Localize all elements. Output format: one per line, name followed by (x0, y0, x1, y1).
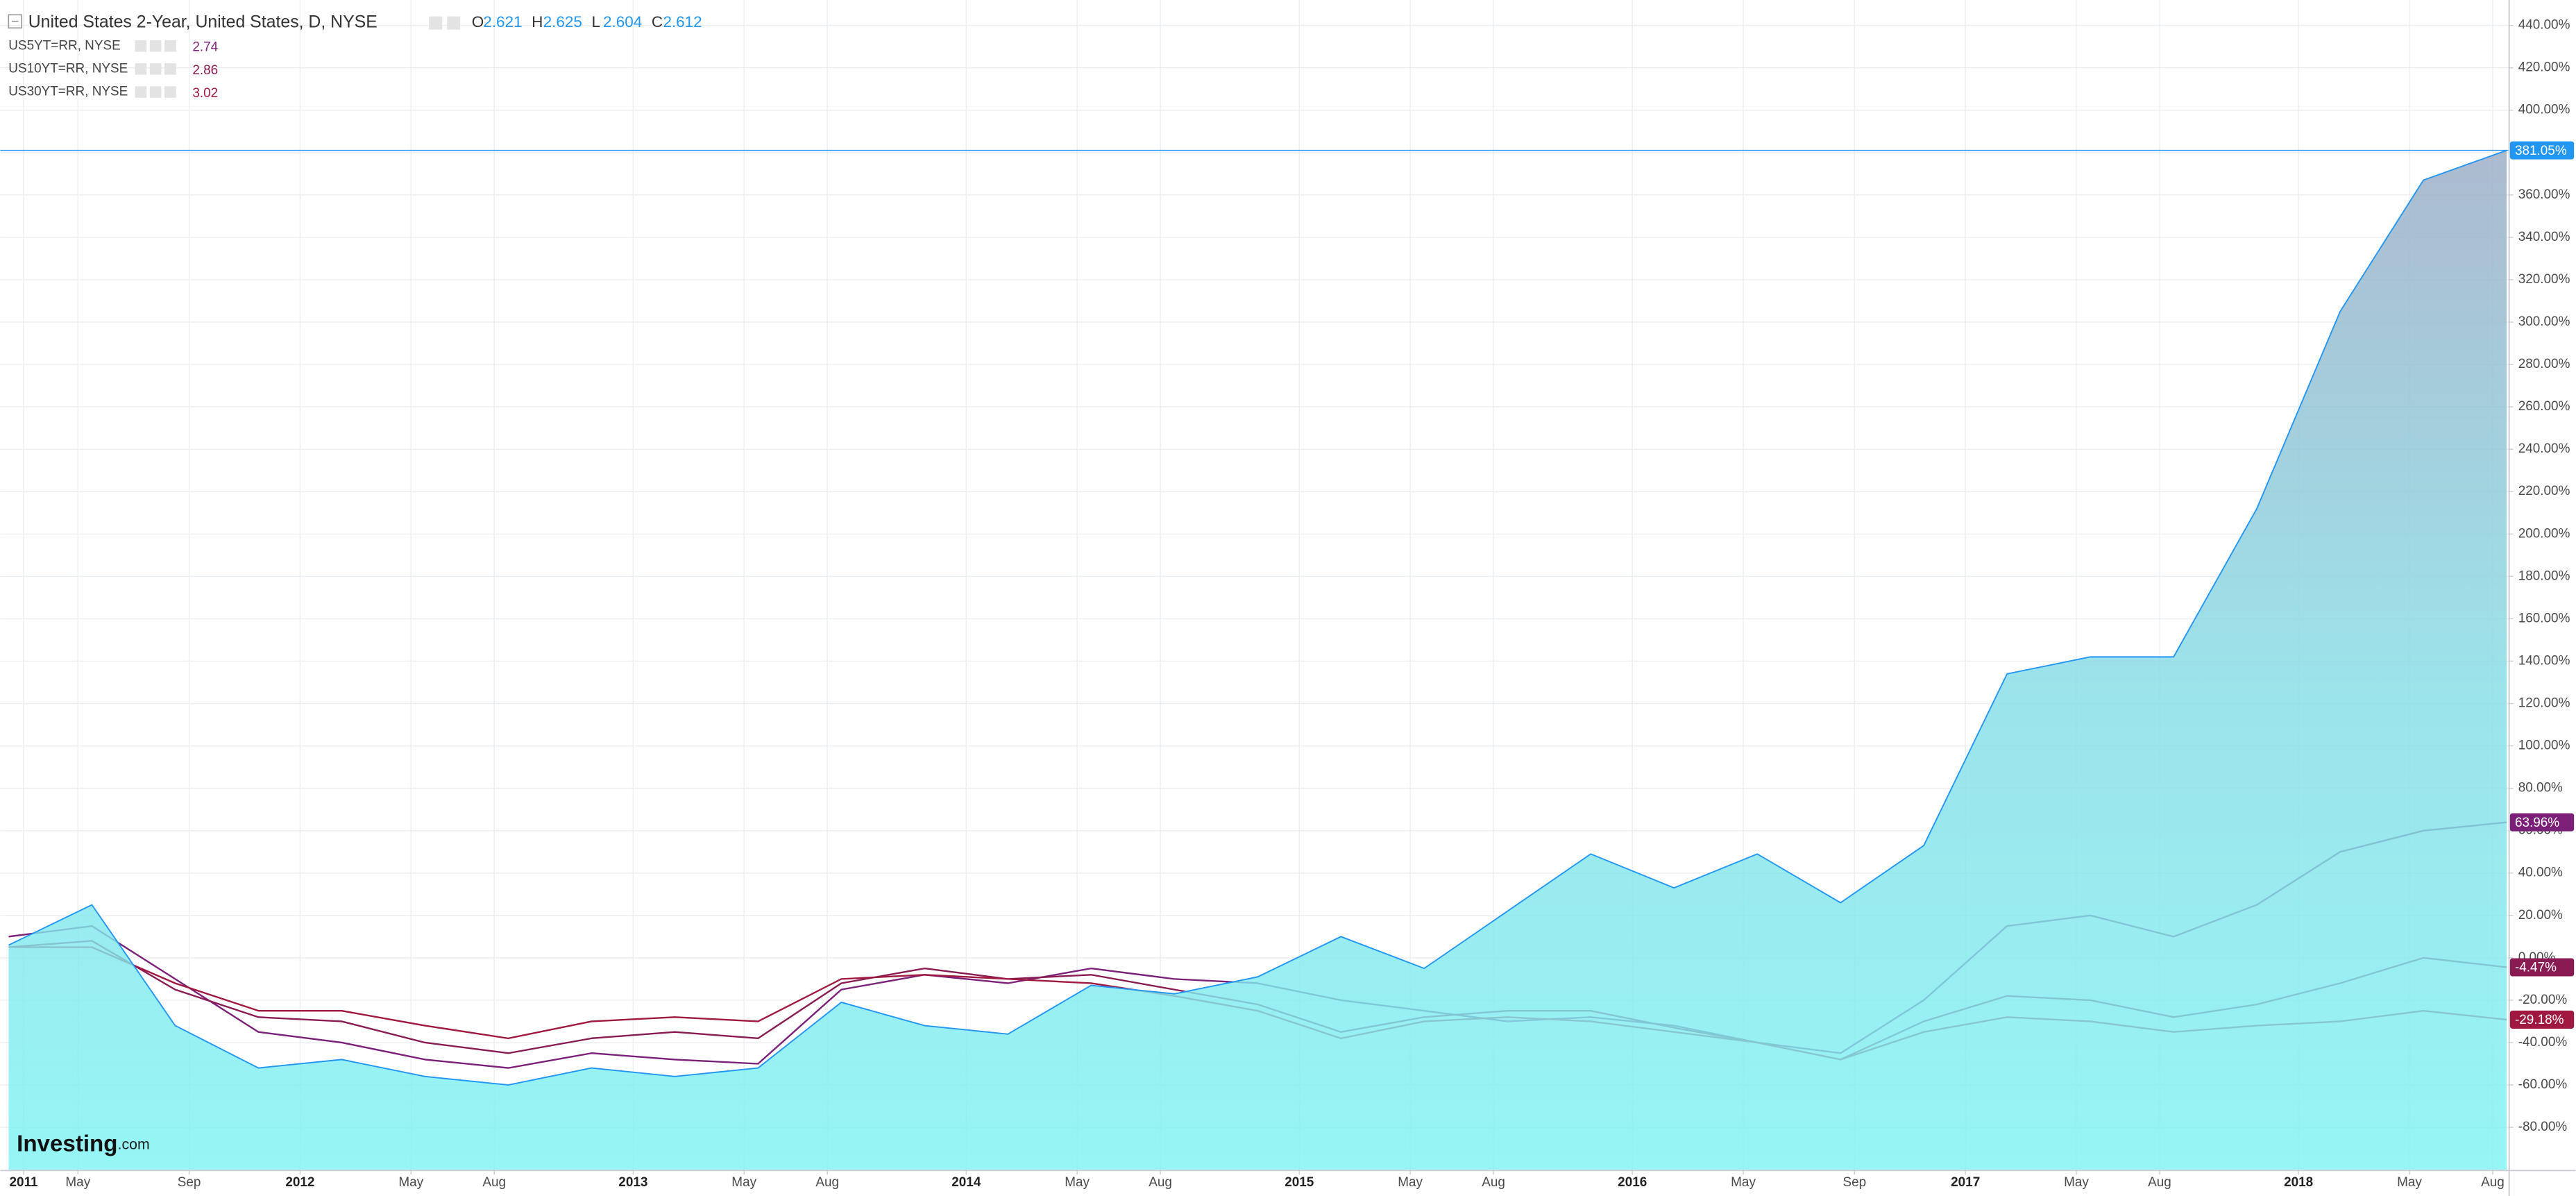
comparison-icon (149, 40, 162, 52)
x-tick-label: May (1398, 1175, 1423, 1190)
x-tick-label: Aug (2481, 1175, 2505, 1190)
y-tick-label: 80.00% (2518, 781, 2563, 795)
comparison-quote: 3.02 (192, 86, 218, 101)
value-label: -4.47% (2515, 961, 2557, 975)
series-area (8, 150, 2507, 1170)
x-tick-label: May (1065, 1175, 1090, 1190)
y-tick-label: 240.00% (2518, 441, 2570, 456)
y-tick-label: 280.00% (2518, 357, 2570, 371)
comparison-icon[interactable] (164, 63, 176, 75)
y-tick-label: -20.00% (2518, 993, 2568, 1007)
watermark-domain: .com (118, 1136, 150, 1152)
comparison-icon (135, 86, 147, 98)
x-tick-label: 2013 (618, 1175, 647, 1190)
x-tick-label: Aug (1482, 1175, 1505, 1190)
watermark-brand: Investing (17, 1131, 117, 1156)
comparison-icon[interactable] (164, 40, 176, 52)
main-series-name: United States 2-Year, United States, D, … (28, 13, 378, 32)
hide-icon[interactable] (447, 16, 461, 30)
value-label: 381.05% (2515, 144, 2567, 158)
x-tick-label: Aug (2148, 1175, 2171, 1190)
comparison-name: US10YT=RR, NYSE (8, 61, 128, 76)
y-tick-label: 100.00% (2518, 739, 2570, 753)
x-tick-label: 2016 (1618, 1175, 1647, 1190)
x-tick-label: May (2064, 1175, 2089, 1190)
x-tick-label: May (1731, 1175, 1756, 1190)
comparison-icon (149, 86, 162, 98)
y-tick-label: 120.00% (2518, 696, 2570, 711)
x-tick-label: 2018 (2284, 1175, 2313, 1190)
x-tick-label: May (2397, 1175, 2422, 1190)
value-label: -29.18% (2515, 1013, 2564, 1027)
collapse-icon[interactable] (8, 14, 23, 29)
x-tick-label: 2011 (10, 1175, 38, 1190)
x-tick-label: Aug (482, 1175, 506, 1190)
y-tick-label: 300.00% (2518, 314, 2570, 329)
y-tick-label: -60.00% (2518, 1077, 2568, 1092)
y-tick-label: -80.00% (2518, 1120, 2568, 1134)
x-tick-label: Sep (1843, 1175, 1867, 1190)
comparison-quote: 2.86 (192, 63, 218, 78)
comparison-legend: US5YT=RR, NYSE 2.74 US10YT=RR, NYSE 2.86 US3… (8, 38, 218, 101)
ohlc-label: O (472, 13, 484, 31)
ohlc: O 2.621 H 2.625 L 2.604 C 2.612 (472, 13, 702, 31)
y-tick-label: 360.00% (2518, 187, 2570, 202)
value-tag (2509, 958, 2575, 977)
y-tick-label: 260.00% (2518, 399, 2570, 414)
x-tick-label: Sep (178, 1175, 201, 1190)
x-tick-label: Aug (1149, 1175, 1172, 1190)
comparison-icon (135, 40, 147, 52)
y-tick-label: 180.00% (2518, 568, 2570, 583)
x-tick-label: 2014 (951, 1175, 981, 1190)
y-tick-label: 340.00% (2518, 230, 2570, 244)
comparison-icon (135, 63, 147, 75)
y-tick-label: 320.00% (2518, 272, 2570, 287)
y-tick-label: 400.00% (2518, 103, 2570, 117)
x-tick-label: Aug (815, 1175, 839, 1190)
x-tick-label: May (65, 1175, 90, 1190)
ohlc-label: L (591, 13, 600, 31)
y-tick-label: 440.00% (2518, 18, 2570, 33)
series-area-line (8, 149, 2507, 1086)
ohlc-value: 2.604 (603, 13, 642, 31)
x-tick-label: 2012 (285, 1175, 314, 1190)
x-tick-label: 2017 (1951, 1175, 1980, 1190)
x-tick-label: 2015 (1285, 1175, 1314, 1190)
y-tick-label: 220.00% (2518, 484, 2570, 498)
ohlc-label: C (652, 13, 663, 31)
comparison-icon[interactable] (164, 86, 176, 98)
ohlc-value: 2.625 (543, 13, 582, 31)
y-tick-label: 20.00% (2518, 908, 2563, 923)
value-tag (2509, 1010, 2575, 1029)
value-tag (2509, 813, 2575, 832)
value-label: 63.96% (2515, 816, 2559, 830)
y-tick-label: 140.00% (2518, 653, 2570, 668)
comparison-name: US5YT=RR, NYSE (8, 38, 120, 53)
settings-icon[interactable] (429, 16, 443, 30)
legend: United States 2-Year, United States, D, … (8, 13, 702, 101)
value-tag (2509, 141, 2575, 160)
watermark: Investing.com (17, 1131, 150, 1156)
comparison-quote: 2.74 (192, 40, 218, 55)
y-tick-label: 160.00% (2518, 611, 2570, 625)
y-tick-label: 420.00% (2518, 60, 2570, 75)
x-tick-label: May (398, 1175, 423, 1190)
x-tick-label: May (731, 1175, 756, 1190)
comparison-icon (149, 63, 162, 75)
ohlc-value: 2.621 (483, 13, 522, 31)
y-tick-label: 40.00% (2518, 866, 2563, 880)
ohlc-label: H (532, 13, 543, 31)
value-tags: 381.05% 63.96% -4.47% -29.18% (0, 141, 2575, 1029)
ohlc-value: 2.612 (663, 13, 702, 31)
y-tick-label: -40.00% (2518, 1035, 2568, 1050)
series-area (8, 149, 2507, 1170)
y-tick-label: 200.00% (2518, 526, 2570, 541)
comparison-name: US30YT=RR, NYSE (8, 85, 128, 99)
